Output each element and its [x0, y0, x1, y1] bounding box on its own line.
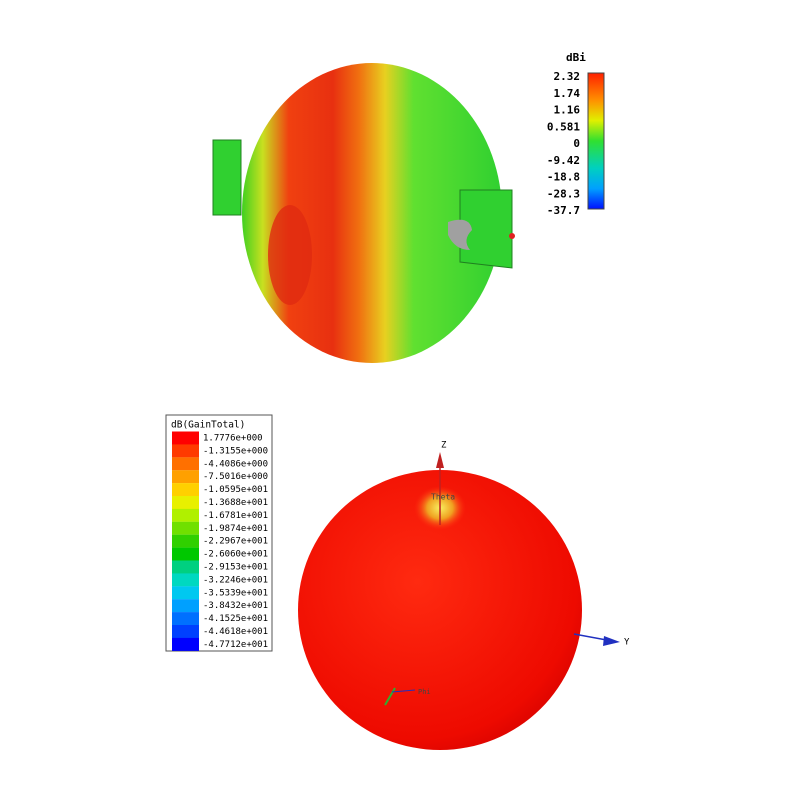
- legend-swatch: [172, 599, 199, 613]
- legend-swatch: [172, 560, 199, 574]
- legend-swatch: [172, 573, 199, 587]
- x-axis: [384, 687, 396, 706]
- legend-swatch: [172, 547, 199, 561]
- legend-swatch: [172, 470, 199, 484]
- y-arrow: [603, 636, 620, 646]
- pattern-ball: [298, 470, 582, 750]
- colorbar-label: -9.42: [547, 154, 580, 167]
- legend-label: -3.2246e+001: [203, 575, 268, 585]
- z-arrow: [436, 452, 444, 468]
- pattern-hotspot: [268, 205, 312, 305]
- legend-swatch: [172, 457, 199, 471]
- legend-swatch: [172, 444, 199, 458]
- legend-swatch: [172, 521, 199, 535]
- legend-swatch: [172, 431, 199, 445]
- legend-label: -1.6781e+001: [203, 511, 268, 521]
- phi-axis: [391, 689, 416, 693]
- legend-label: -4.1525e+001: [203, 614, 268, 624]
- legend-label: 1.7776e+000: [203, 434, 263, 444]
- legend-label: -2.2967e+001: [203, 537, 268, 547]
- legend-swatch: [172, 625, 199, 638]
- legend-label: -3.8432e+001: [203, 601, 268, 611]
- colorbar-label: 2.32: [554, 70, 581, 83]
- legend-swatch: [172, 496, 199, 509]
- colorbar-label: -37.7: [547, 204, 580, 217]
- colorbar-label: 0: [573, 137, 580, 150]
- feed: [448, 219, 472, 250]
- legend-label: -4.4618e+001: [203, 627, 268, 637]
- legend-swatch: [172, 586, 199, 600]
- top-colorbar: dBi 2.32 1.74 1.16 0.581 0 -9.42 -18.8 -28.3 -37…: [547, 51, 605, 217]
- theta-label: Theta: [431, 493, 455, 502]
- legend-label: -1.0595e+001: [203, 485, 268, 495]
- legend-label: -7.5016e+000: [203, 472, 268, 482]
- legend-label: -1.9874e+001: [203, 524, 268, 534]
- pattern-ball: [242, 63, 502, 363]
- top-pattern: [212, 63, 515, 363]
- colorbar-label: 1.16: [554, 104, 581, 117]
- legend-swatch: [172, 508, 199, 522]
- legend-label: -1.3155e+000: [203, 446, 268, 456]
- legend-swatch: [172, 483, 199, 497]
- colorbar-label: -18.8: [547, 171, 580, 184]
- colorbar-label: 0.581: [547, 120, 580, 133]
- phi-label: Phi: [418, 688, 431, 696]
- legend-label: -1.3688e+001: [203, 498, 268, 508]
- colorbar-title: dBi: [566, 51, 586, 64]
- legend-label: -4.4086e+000: [203, 459, 268, 469]
- y-label: Y: [624, 638, 630, 648]
- colorbar-label: 1.74: [554, 87, 581, 100]
- legend-label: -2.9153e+001: [203, 563, 268, 573]
- legend-swatch: [172, 637, 199, 651]
- legend-title: dB(GainTotal): [171, 420, 245, 431]
- legend-label: -2.6060e+001: [203, 550, 268, 560]
- colorbar: [587, 72, 605, 210]
- legend-swatch: [172, 534, 199, 548]
- z-label: Z: [441, 441, 447, 451]
- port: [509, 233, 515, 239]
- bottom-pattern: Z Theta Y Phi: [298, 441, 630, 750]
- legend-rows: 1.7776e+000 -1.3155e+000 -4.4086e+000 -7.50…: [172, 431, 268, 651]
- legend-label: -4.7712e+001: [203, 640, 268, 650]
- legend-label: -3.5339e+001: [203, 588, 268, 598]
- bottom-legend: dB(GainTotal) 1.7776e+000 -1.3155e+000 -4.…: [165, 414, 273, 652]
- colorbar-label: -28.3: [547, 187, 580, 200]
- legend-swatch: [172, 612, 199, 626]
- colorbar-labels: 2.32 1.74 1.16 0.581 0 -9.42 -18.8 -28.3 -37.7: [547, 70, 580, 217]
- plate-left: [212, 139, 242, 216]
